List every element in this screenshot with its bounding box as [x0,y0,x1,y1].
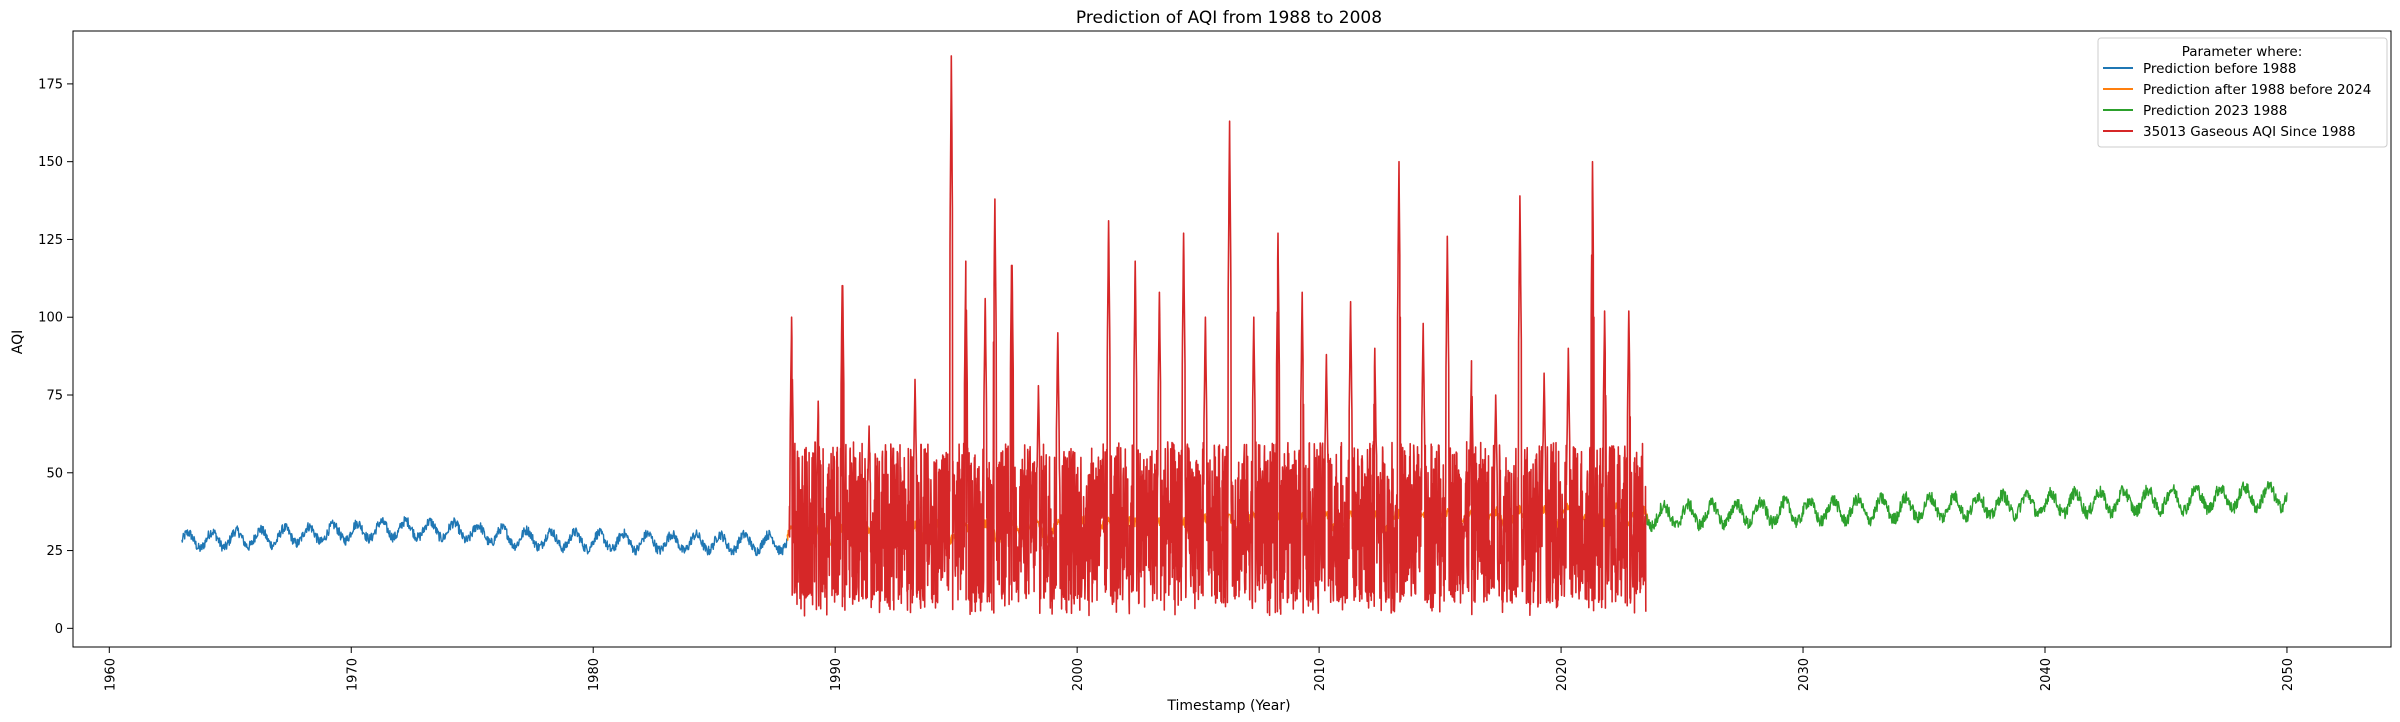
y-tick-label: 25 [46,544,63,559]
y-tick-label: 175 [38,77,63,92]
legend-label-2: Prediction after 1988 before 2024 [2143,82,2371,98]
chart-title: Prediction of AQI from 1988 to 2008 [1076,8,1382,28]
y-tick-label: 0 [55,622,63,637]
legend-label-3: Prediction 2023 1988 [2143,103,2287,119]
x-axis-label: Timestamp (Year) [1166,698,1290,714]
y-axis-label: AQI [10,330,26,354]
legend-entries: Prediction before 1988 Prediction after 1… [2103,61,2371,140]
legend-title: Parameter where: [2182,44,2303,60]
y-axis: 0 25 50 75 100 125 150 175 [38,77,73,637]
series-line-3 [1645,481,2288,533]
x-tick-label: 2050 [2281,658,2296,691]
plot-frame [72,30,2392,648]
y-tick-label: 125 [38,233,63,248]
x-tick-label: 2020 [1555,658,1570,691]
x-tick-label: 2040 [2039,658,2054,691]
y-tick-label: 100 [38,311,63,326]
x-tick-label: 2030 [1797,658,1812,691]
legend: Parameter where: Prediction before 1988P… [2097,37,2388,148]
x-tick-label: 2000 [1071,658,1086,691]
x-tick-label: 1980 [587,658,602,691]
x-tick-label: 1960 [103,658,118,691]
x-axis: 1960 1970 1980 1990 2000 2010 2020 2030 2040 2050 [103,647,2296,691]
y-tick-label: 150 [38,155,63,170]
legend-label-1: Prediction before 1988 [2143,61,2296,77]
y-tick-label: 75 [46,389,63,404]
legend-label-4: 35013 Gaseous AQI Since 1988 [2143,124,2356,140]
legend-box [2097,37,2388,148]
series-line-1 [181,516,788,557]
y-tick-label: 50 [46,466,63,481]
x-tick-label: 2010 [1313,658,1328,691]
plot-lines [181,55,2288,617]
x-tick-label: 1990 [829,658,844,691]
series-line-4 [788,55,1647,617]
x-tick-label: 1970 [345,658,360,691]
